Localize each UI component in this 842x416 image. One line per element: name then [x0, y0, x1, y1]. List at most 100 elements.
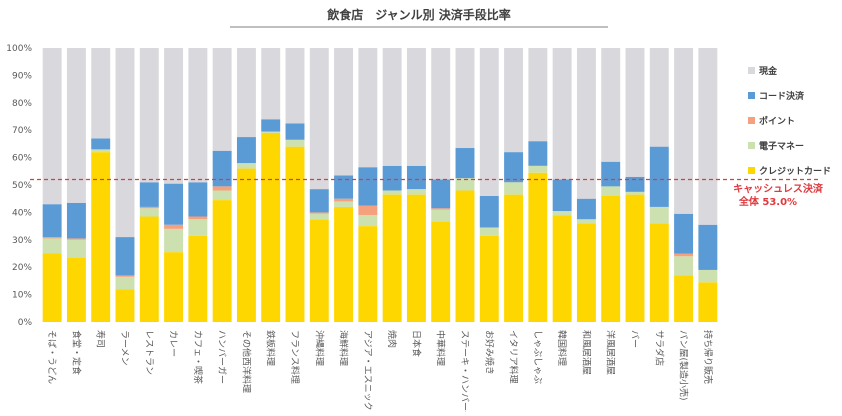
bar-stack [212, 48, 232, 322]
y-tick-label: 60% [12, 154, 32, 164]
bar-segment [236, 168, 256, 322]
bar-segment [406, 194, 426, 322]
bar-segment [261, 48, 281, 120]
bar-segment [66, 238, 86, 240]
legend-item: ポイント [748, 115, 795, 127]
bar-stack [625, 48, 645, 322]
bar-stack [649, 48, 669, 322]
bar-segment [188, 182, 208, 217]
bar-segment [674, 256, 694, 276]
bar-segment [139, 208, 159, 217]
bar-stack [576, 48, 596, 322]
bar-segment [649, 146, 669, 207]
bar-segment [576, 48, 596, 199]
bar-segment [115, 237, 135, 276]
bar-segment [139, 182, 159, 207]
bar-segment [479, 48, 499, 196]
bar-segment [358, 226, 378, 322]
bar-stack [139, 48, 159, 322]
bar-stack [358, 48, 378, 322]
legend-item: クレジットカード [748, 166, 831, 177]
bar-stack [382, 48, 402, 322]
bar-segment [91, 48, 111, 139]
bar-segment [91, 138, 111, 150]
bar-segment [552, 48, 572, 180]
x-tick-label: ハンバーガー [216, 330, 227, 384]
bar-segment [334, 206, 354, 322]
bar-segment [334, 175, 354, 199]
bar-segment [625, 194, 645, 322]
x-tick-label: 韓国料理 [556, 330, 568, 366]
bar-segment [334, 198, 354, 202]
bar-segment [164, 48, 184, 184]
x-tick-label: 食堂・定食 [70, 330, 82, 375]
bar-segment [504, 48, 524, 153]
bar-segment [115, 276, 135, 290]
x-tick-label: レストラン [143, 330, 154, 375]
bar-stack [66, 48, 86, 322]
bar-segment [212, 150, 232, 187]
bar-stack [698, 48, 718, 322]
x-tick-label: パン屋(製造小売) [678, 330, 690, 400]
bar-segment [455, 48, 475, 149]
bar-segment [649, 206, 669, 224]
bar-segment [188, 48, 208, 183]
bar-segment [431, 209, 451, 222]
bar-segment [698, 269, 718, 283]
legend-swatch [748, 142, 755, 149]
bar-segment [285, 146, 305, 322]
legend-swatch [748, 67, 755, 74]
bar-segment [358, 167, 378, 206]
bar-segment [188, 216, 208, 220]
bar-segment [285, 123, 305, 140]
x-tick-label: 鉄板料理 [265, 330, 277, 366]
bar-segment [285, 139, 305, 147]
bar-segment [309, 212, 329, 214]
bar-stack [42, 48, 62, 322]
x-tick-label: 和風居酒屋 [580, 330, 591, 375]
x-tick-label: カフェ・喫茶 [192, 330, 204, 384]
bar-segment [382, 48, 402, 166]
bar-segment [601, 161, 621, 187]
y-axis: 0% 10% 20% 30% 40% 50% 60% 70% 80% 90% 100% [6, 44, 32, 328]
bar-segment [552, 179, 572, 212]
bar-segment [601, 48, 621, 162]
bar-segment [261, 132, 281, 322]
bar-segment [698, 224, 718, 270]
bar-segment [625, 176, 645, 192]
legend-label: ポイント [759, 115, 795, 127]
bar-segment [164, 183, 184, 225]
bar-segment [358, 205, 378, 216]
legend-label: 電子マネー [759, 141, 804, 152]
bar-segment [164, 228, 184, 253]
bar-segment [649, 48, 669, 147]
x-tick-label: そば・うどん [46, 330, 57, 384]
bar-segment [334, 201, 354, 207]
y-tick-label: 30% [12, 236, 32, 246]
bar-segment [261, 119, 281, 132]
bar-segment [188, 219, 208, 236]
bar-stack [504, 48, 524, 322]
y-tick-label: 0% [18, 318, 33, 328]
legend-label: 現金 [759, 65, 778, 77]
bar-segment [698, 48, 718, 225]
bar-segment [91, 152, 111, 322]
bar-segment [406, 189, 426, 195]
legend-label: コード決済 [759, 90, 805, 102]
bar-segment [479, 195, 499, 228]
bar-segment [42, 238, 62, 254]
bar-stack [285, 48, 305, 322]
bar-segment [528, 172, 548, 322]
bar-segment [552, 215, 572, 322]
bar-stack [406, 48, 426, 322]
bar-stack [188, 48, 208, 322]
x-tick-label: お好み焼き [483, 330, 495, 375]
bar-segment [674, 253, 694, 257]
reference-label-line2: 全体 53.0% [738, 195, 797, 208]
x-tick-label: アジア・エスニック [362, 330, 373, 411]
bar-segment [406, 48, 426, 166]
bar-segment [334, 48, 354, 176]
bar-segment [674, 48, 694, 214]
bar-segment [358, 215, 378, 227]
bar-segment [115, 48, 135, 238]
